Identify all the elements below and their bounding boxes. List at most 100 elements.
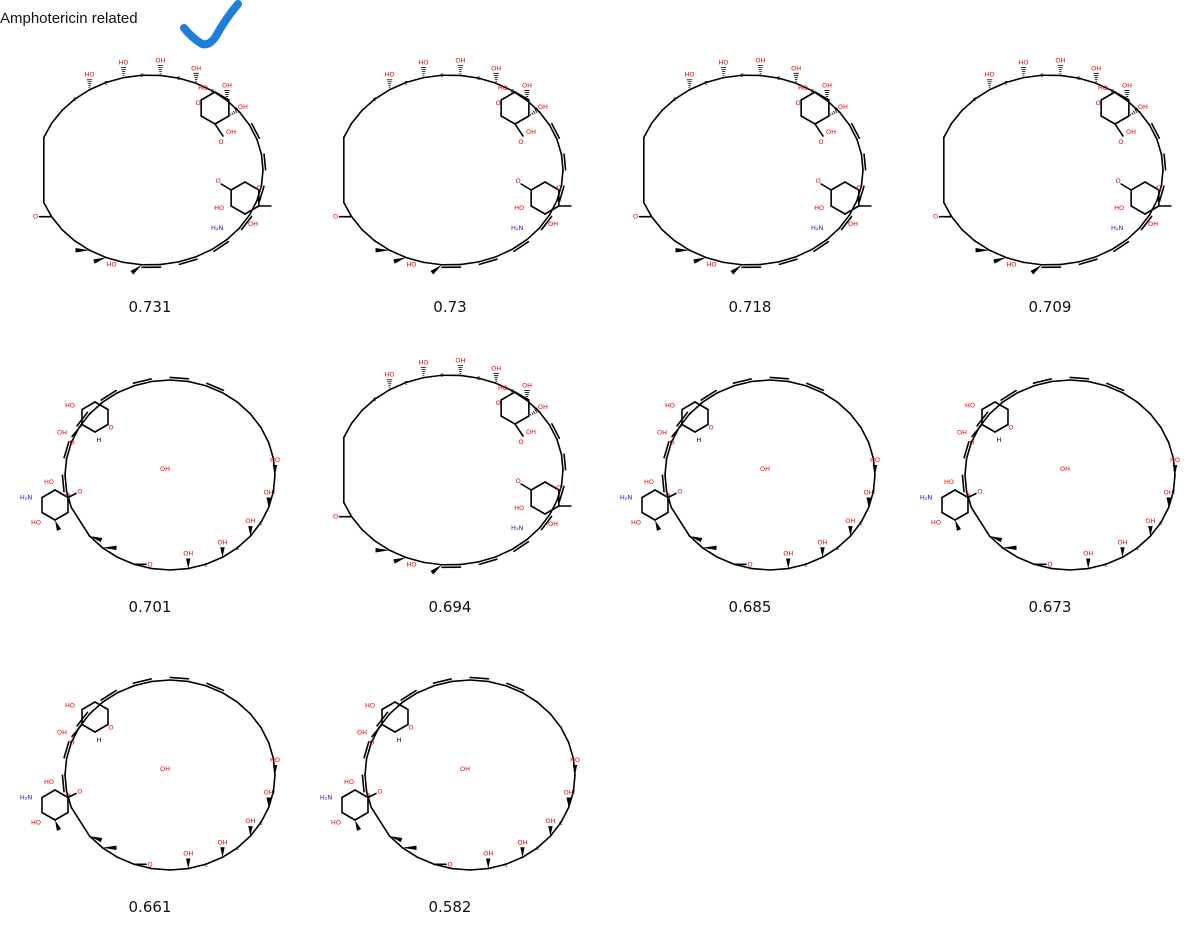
svg-text:H₂N: H₂N (211, 224, 223, 232)
svg-text:OH: OH (183, 850, 193, 858)
svg-text:HO: HO (944, 478, 954, 486)
svg-text:HO: HO (514, 504, 524, 512)
svg-text:O: O (796, 99, 801, 107)
svg-text:c: c (440, 371, 444, 379)
svg-text:c: c (259, 819, 263, 827)
svg-text:OH: OH (1060, 465, 1070, 473)
svg-text:c: c (204, 860, 208, 868)
svg-text:OH: OH (517, 838, 527, 846)
svg-text:O: O (1156, 184, 1161, 192)
svg-text:c: c (1077, 74, 1081, 82)
svg-text:HO: HO (385, 371, 395, 379)
svg-text:OH: OH (217, 538, 227, 546)
similarity-score: 0.661 (0, 898, 300, 916)
svg-text:HO: HO (814, 204, 824, 212)
svg-text:c: c (373, 395, 377, 403)
page-title: Amphotericin related (0, 10, 138, 27)
svg-text:O: O (816, 177, 821, 185)
svg-text:OH: OH (548, 520, 558, 528)
svg-text:OH: OH (657, 429, 667, 437)
svg-text:O: O (518, 138, 523, 146)
svg-text:OH: OH (538, 103, 548, 111)
svg-text:OH: OH (155, 56, 165, 64)
svg-text:HO: HO (31, 519, 41, 527)
svg-text:O: O (69, 439, 74, 447)
svg-text:OH: OH (1055, 56, 1065, 64)
svg-text:O: O (69, 739, 74, 747)
svg-text:OH: OH (238, 103, 248, 111)
svg-text:c: c (504, 860, 508, 868)
svg-text:c: c (872, 487, 876, 495)
svg-text:H₂N: H₂N (20, 494, 32, 502)
svg-text:O: O (148, 560, 153, 568)
svg-text:c: c (777, 74, 781, 82)
svg-text:c: c (1040, 71, 1044, 79)
svg-text:O: O (1118, 138, 1123, 146)
similarity-score: 0.73 (300, 298, 600, 316)
svg-text:OH: OH (160, 465, 170, 473)
svg-text:c: c (477, 374, 481, 382)
svg-text:H: H (97, 436, 102, 444)
svg-text:H: H (397, 736, 402, 744)
svg-text:OH: OH (226, 128, 236, 136)
svg-text:c: c (236, 844, 240, 852)
svg-text:OH: OH (838, 103, 848, 111)
svg-text:O: O (969, 439, 974, 447)
svg-text:HO: HO (44, 478, 54, 486)
svg-text:c: c (1004, 79, 1008, 87)
svg-text:HO: HO (644, 478, 654, 486)
svg-text:O: O (516, 177, 521, 185)
svg-text:O: O (108, 424, 113, 432)
svg-text:O: O (148, 860, 153, 868)
svg-text:HO: HO (1007, 260, 1017, 268)
svg-text:HO: HO (665, 402, 675, 410)
svg-text:c: c (673, 95, 677, 103)
svg-text:H₂N: H₂N (920, 494, 932, 502)
svg-text:c: c (1136, 544, 1140, 552)
svg-text:HO: HO (514, 204, 524, 212)
svg-text:OH: OH (755, 56, 765, 64)
svg-text:H: H (97, 736, 102, 744)
svg-text:O: O (708, 424, 713, 432)
svg-text:OH: OH (526, 128, 536, 136)
svg-text:c: c (404, 79, 408, 87)
svg-text:c: c (973, 95, 977, 103)
svg-text:OH: OH (848, 220, 858, 228)
svg-text:O: O (1008, 424, 1013, 432)
svg-text:c: c (1159, 519, 1163, 527)
svg-text:c: c (204, 560, 208, 568)
svg-text:c: c (272, 787, 276, 795)
svg-text:O: O (369, 739, 374, 747)
similarity-score: 0.685 (600, 598, 900, 616)
svg-text:H₂N: H₂N (620, 494, 632, 502)
svg-text:H₂N: H₂N (20, 794, 32, 802)
svg-text:OH: OH (522, 81, 532, 89)
svg-text:O: O (556, 184, 561, 192)
svg-text:O: O (1116, 177, 1121, 185)
svg-text:HO: HO (707, 260, 717, 268)
svg-text:OH: OH (455, 356, 465, 364)
svg-text:c: c (536, 844, 540, 852)
svg-text:HO: HO (570, 756, 580, 764)
svg-text:H₂N: H₂N (320, 794, 332, 802)
svg-text:OH: OH (817, 538, 827, 546)
svg-text:HO: HO (965, 402, 975, 410)
svg-text:O: O (818, 138, 823, 146)
svg-text:c: c (836, 544, 840, 552)
svg-text:O: O (448, 860, 453, 868)
svg-text:O: O (1096, 99, 1101, 107)
svg-text:c: c (104, 79, 108, 87)
svg-text:OH: OH (217, 838, 227, 846)
svg-text:OH: OH (783, 550, 793, 558)
